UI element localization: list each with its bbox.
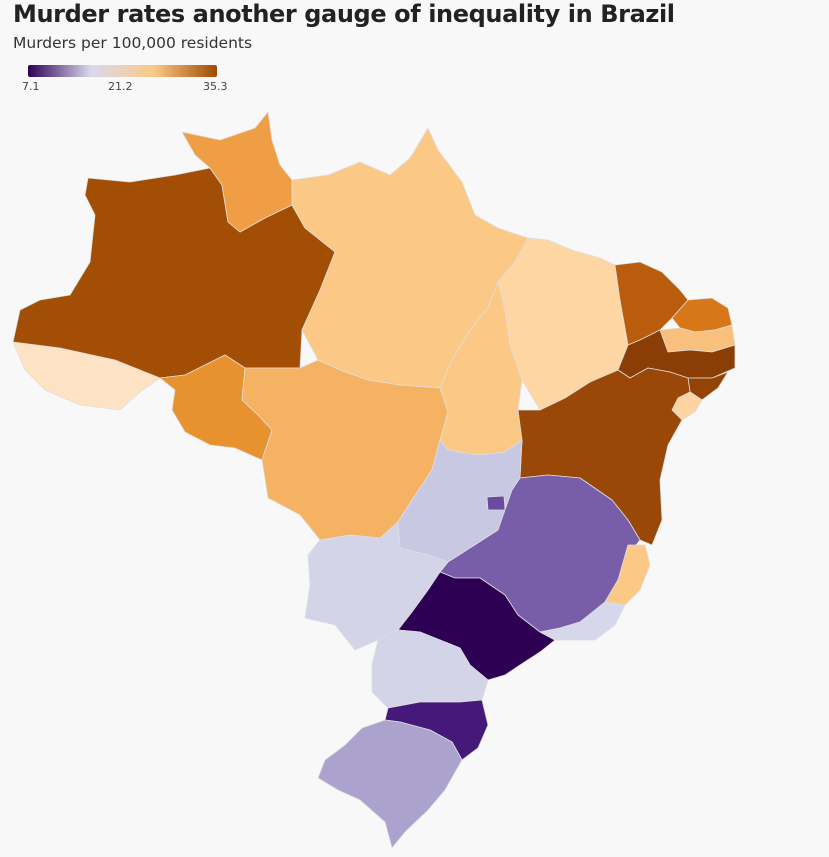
chart-title: Murder rates another gauge of inequality… — [13, 0, 675, 28]
region-parana[interactable] — [371, 629, 489, 709]
legend-min-label: 7.1 — [22, 80, 40, 93]
chart-subtitle: Murders per 100,000 residents — [13, 34, 253, 52]
region-rio-de-janeiro[interactable] — [539, 601, 626, 641]
color-legend: 7.1 21.2 35.3 — [22, 64, 228, 96]
region-distrito-federal[interactable] — [486, 495, 506, 511]
legend-max-label: 35.3 — [203, 80, 228, 93]
chart-header: Murder rates another gauge of inequality… — [13, 0, 813, 53]
legend-mid-label: 21.2 — [108, 80, 133, 93]
legend-gradient-bar — [28, 65, 217, 77]
region-espirito-santo[interactable] — [604, 544, 651, 606]
region-rio-grande-do-sul[interactable] — [317, 719, 463, 849]
